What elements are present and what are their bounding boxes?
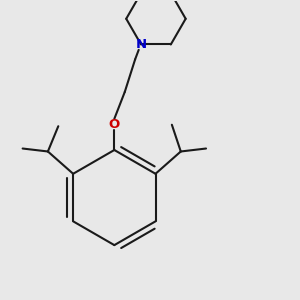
Text: N: N xyxy=(136,38,147,51)
Text: O: O xyxy=(109,118,120,131)
